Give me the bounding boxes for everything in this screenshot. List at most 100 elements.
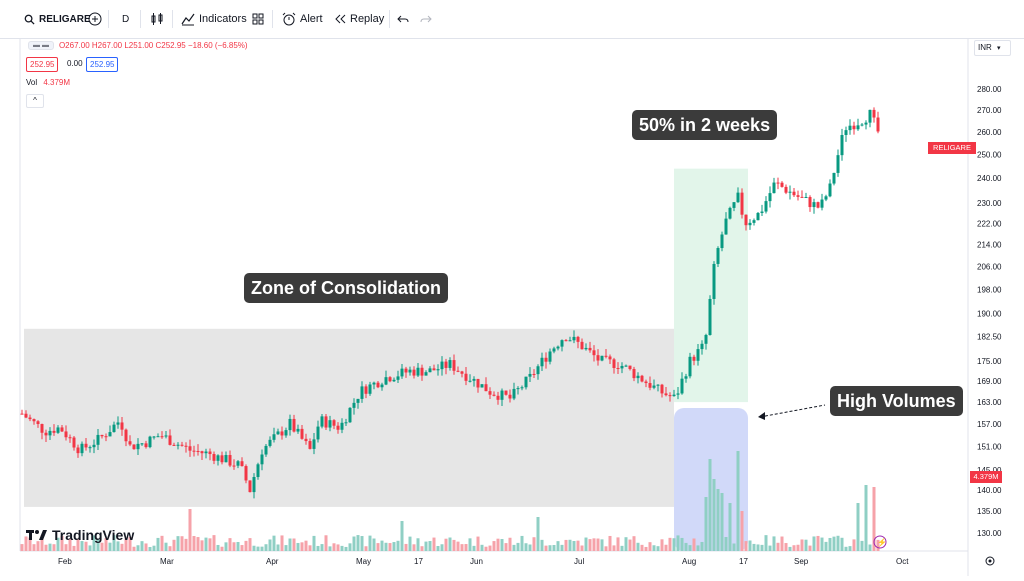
candle-body — [712, 263, 716, 299]
candle-body — [240, 461, 244, 467]
volume-bar — [448, 537, 452, 551]
candle-body — [620, 365, 624, 369]
candle-body — [248, 480, 252, 493]
volume-bar — [124, 538, 128, 551]
candle-body — [768, 193, 772, 202]
candle-body — [720, 234, 724, 249]
volume-bar — [680, 537, 684, 551]
candle-body — [276, 431, 280, 435]
candle-body — [72, 437, 76, 448]
candle-body — [692, 356, 696, 361]
volume-bar — [308, 545, 312, 551]
volume-bar — [80, 541, 84, 551]
volume-bar — [796, 544, 800, 551]
candle-body — [236, 461, 240, 466]
candle-body — [356, 398, 360, 403]
volume-bar — [52, 544, 56, 551]
volume-bar — [36, 541, 40, 551]
candle-body — [736, 192, 740, 203]
candle-body — [92, 444, 96, 448]
volume-bar — [268, 539, 272, 551]
volume-bar — [804, 539, 808, 551]
candle-body — [664, 393, 668, 396]
volume-bar — [492, 541, 496, 551]
legend-toggle-button[interactable]: ▬ ▬ — [28, 41, 54, 50]
volume-bar — [456, 541, 460, 551]
candle-body — [232, 465, 236, 467]
interval-button[interactable]: D — [122, 13, 130, 25]
candle-body — [684, 376, 688, 379]
candle-body — [316, 426, 320, 440]
volume-bar — [224, 542, 228, 551]
layouts-button[interactable] — [252, 9, 264, 29]
events-icon[interactable] — [873, 535, 887, 549]
search-icon — [24, 14, 35, 25]
candle-body — [312, 439, 316, 449]
currency-selector[interactable]: INR ▾ — [974, 40, 1011, 56]
compare-button[interactable] — [88, 9, 102, 29]
candle-body — [804, 197, 808, 199]
candle-body — [616, 367, 620, 369]
volume-bar — [764, 535, 768, 551]
volume-bar — [180, 536, 184, 551]
candle-body — [832, 172, 836, 184]
candle-body — [188, 446, 192, 451]
volume-bar — [76, 539, 80, 551]
candle-body — [60, 427, 64, 432]
candle-body — [668, 395, 672, 397]
symbol-search[interactable]: RELIGARE — [24, 9, 91, 29]
volume-bar — [228, 538, 232, 551]
undo-button[interactable] — [397, 9, 409, 29]
replay-button[interactable]: Replay — [334, 9, 384, 29]
candle-body — [88, 447, 92, 449]
last-price-badge: RELIGARE 252.95 — [928, 142, 976, 164]
candle-body — [744, 214, 748, 226]
buy-price-box[interactable]: 252.95 — [86, 57, 119, 72]
candle-body — [256, 464, 260, 478]
volume-bar — [144, 543, 148, 551]
candle-body — [700, 343, 704, 350]
volume-bar — [692, 538, 696, 551]
volume-bar — [412, 544, 416, 551]
candle-body — [864, 122, 868, 125]
volume-bar — [792, 545, 796, 551]
price-axis-label: 222.00 — [977, 219, 1002, 228]
candle-body — [648, 383, 652, 388]
sell-price-box[interactable]: 252.95 — [26, 57, 59, 72]
volume-bar — [564, 539, 568, 551]
settings-gear-icon[interactable] — [985, 556, 995, 566]
candle-body — [364, 386, 368, 394]
volume-bar — [544, 545, 548, 551]
candle-body — [200, 451, 204, 454]
volume-bar — [100, 542, 104, 551]
candle-body — [144, 443, 148, 448]
candle-body — [564, 340, 568, 342]
candle-body — [516, 388, 520, 390]
chart-area[interactable]: 280.00 270.00 260.00 250.00 240.00 230.00 222.… — [0, 38, 1024, 576]
volume-bar — [696, 545, 700, 551]
price-chart[interactable]: 280.00 270.00 260.00 250.00 240.00 230.00 222.… — [0, 38, 1024, 576]
chart-type-button[interactable] — [150, 9, 164, 29]
volume-bar — [108, 542, 112, 551]
redo-button[interactable] — [420, 9, 432, 29]
volume-bar — [868, 544, 872, 551]
rally-zone — [674, 168, 748, 403]
candle-body — [324, 416, 328, 428]
price-axis-label: 140.00 — [977, 486, 1002, 495]
price-axis-label: 214.00 — [977, 241, 1002, 250]
volume-bar — [876, 539, 880, 551]
alert-button[interactable]: Alert — [282, 9, 323, 29]
indicators-button[interactable]: Indicators — [181, 9, 247, 29]
chevron-down-icon: ▾ — [997, 45, 1001, 52]
candle-body — [244, 466, 248, 481]
price-axis-label: 250.00 — [977, 151, 1002, 160]
volume-bar — [740, 511, 744, 551]
collapse-legend-button[interactable]: ^ — [26, 94, 44, 108]
volume-bar — [480, 544, 484, 551]
candle-body — [732, 202, 736, 208]
volume-bar — [752, 543, 756, 551]
symbol-name: RELIGARE — [39, 13, 91, 25]
tradingview-logo[interactable]: TradingView — [26, 527, 134, 543]
volume-bar — [324, 535, 328, 551]
candle-body — [260, 454, 264, 465]
